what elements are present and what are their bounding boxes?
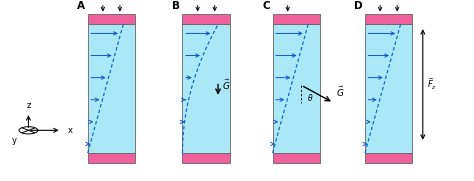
Text: $V_\mathrm{wall}$: $V_\mathrm{wall}$	[206, 0, 223, 2]
Bar	[88, 153, 135, 163]
Text: D: D	[354, 1, 363, 11]
Text: $\vec{F}_z$: $\vec{F}_z$	[427, 77, 437, 92]
Bar	[88, 24, 135, 153]
Text: C: C	[263, 1, 270, 11]
Bar	[273, 24, 320, 153]
Text: $\vec{G}$: $\vec{G}$	[336, 85, 345, 99]
Bar	[182, 24, 230, 153]
Text: $P_\mathrm{wall}$: $P_\mathrm{wall}$	[279, 0, 296, 2]
Text: $\vec{G}$: $\vec{G}$	[222, 78, 230, 92]
Text: A: A	[77, 1, 85, 11]
Bar	[182, 153, 230, 163]
Bar	[273, 14, 320, 24]
Bar	[365, 14, 412, 24]
Text: $V_\mathrm{wall}$: $V_\mathrm{wall}$	[111, 0, 128, 2]
Text: $P_\mathrm{wall}$: $P_\mathrm{wall}$	[372, 0, 389, 2]
Bar	[88, 14, 135, 24]
Text: y: y	[11, 136, 17, 145]
Bar	[365, 24, 412, 153]
Bar	[182, 14, 230, 24]
Text: $P_\mathrm{wall}$: $P_\mathrm{wall}$	[189, 0, 206, 2]
Text: x: x	[67, 126, 73, 135]
Bar	[273, 153, 320, 163]
Text: B: B	[172, 1, 180, 11]
Text: z: z	[26, 100, 31, 110]
Text: $P_\mathrm{wall}$: $P_\mathrm{wall}$	[94, 0, 111, 2]
Text: $\theta$: $\theta$	[307, 92, 313, 103]
Bar	[365, 153, 412, 163]
Text: $V_\mathrm{wall}$: $V_\mathrm{wall}$	[389, 0, 406, 2]
